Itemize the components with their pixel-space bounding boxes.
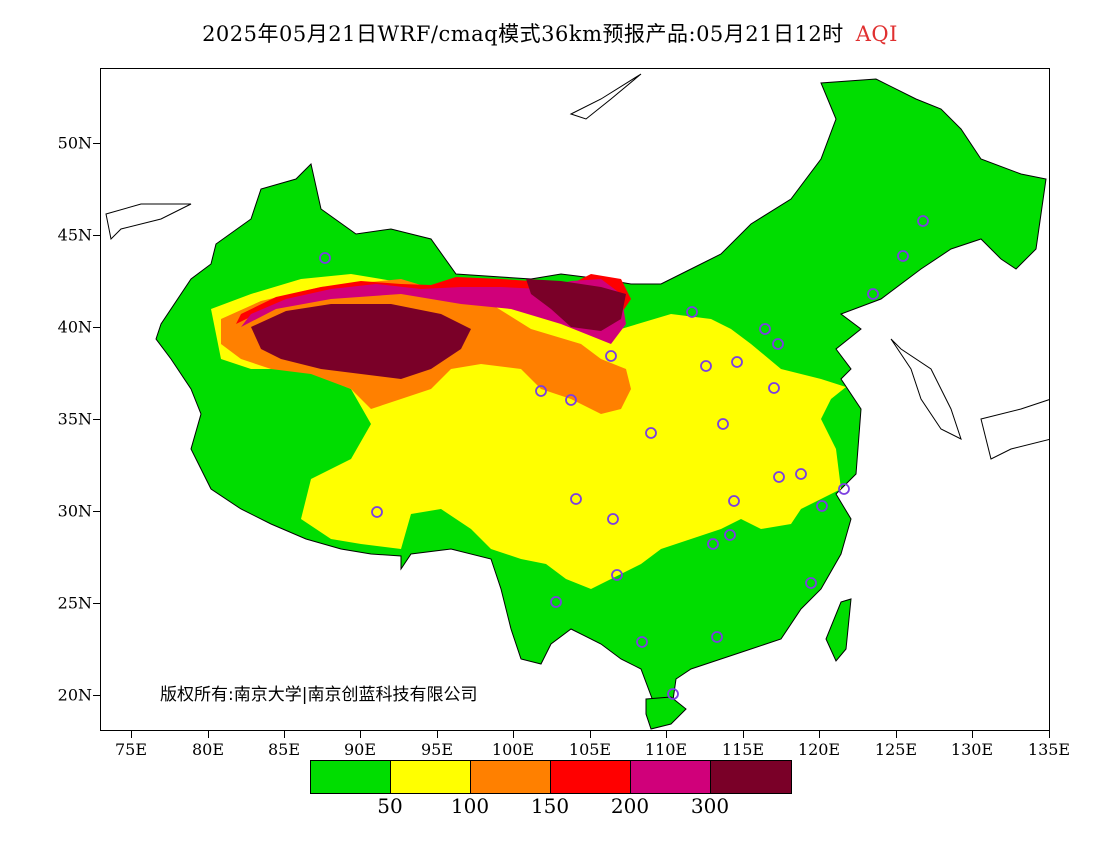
lon-tick (131, 731, 132, 738)
title-text: 2025年05月21日WRF/cmaq模式36km预报产品:05月21日12时 (202, 22, 844, 46)
legend-label: 200 (610, 794, 650, 818)
station-marker (816, 500, 828, 512)
lon-label: 135E (1027, 740, 1071, 759)
station-marker (795, 468, 807, 480)
station-marker (570, 493, 582, 505)
legend-swatch (551, 761, 631, 793)
legend-label: 100 (450, 794, 490, 818)
station-marker (768, 382, 780, 394)
station-marker (867, 288, 879, 300)
lon-tick (590, 731, 591, 738)
lon-tick (208, 731, 209, 738)
lat-label: 30N (57, 501, 92, 521)
station-marker (772, 338, 784, 350)
aqi-zone-hazardous (251, 304, 471, 379)
station-markers (319, 215, 929, 700)
station-marker (759, 323, 771, 335)
lat-label: 35N (57, 409, 92, 429)
lon-tick (819, 731, 820, 738)
lat-tick (93, 511, 100, 512)
lat-label: 20N (57, 685, 92, 705)
legend-label: 300 (690, 794, 730, 818)
lon-label: 120E (797, 740, 841, 759)
legend-swatch (631, 761, 711, 793)
lon-tick (666, 731, 667, 738)
station-marker (711, 631, 723, 643)
lat-tick (93, 419, 100, 420)
legend-swatch (391, 761, 471, 793)
station-marker (565, 394, 577, 406)
hainan (645, 696, 687, 730)
lat-tick (93, 235, 100, 236)
station-marker (319, 252, 331, 264)
station-marker (686, 306, 698, 318)
station-marker (707, 538, 719, 550)
station-marker (731, 356, 743, 368)
legend-label: 50 (377, 794, 403, 818)
lon-tick (513, 731, 514, 738)
aqi-zone-hazardous-east (526, 279, 626, 331)
lon-tick (743, 731, 744, 738)
lon-tick (896, 731, 897, 738)
lat-tick (93, 603, 100, 604)
station-marker (897, 250, 909, 262)
lon-label: 85E (267, 740, 301, 759)
lon-tick (437, 731, 438, 738)
lon-label: 115E (721, 740, 765, 759)
lon-tick (972, 731, 973, 738)
station-marker (805, 577, 817, 589)
lat-label: 45N (57, 225, 92, 245)
station-marker (917, 215, 929, 227)
station-marker (550, 596, 562, 608)
map-frame (100, 68, 1050, 731)
station-marker (724, 529, 736, 541)
station-marker (611, 569, 623, 581)
station-marker (607, 513, 619, 525)
legend-swatch (711, 761, 791, 793)
copyright-text: 版权所有:南京大学|南京创蓝科技有限公司 (160, 685, 478, 705)
lon-label: 125E (874, 740, 918, 759)
station-marker (717, 418, 729, 430)
lat-label: 25N (57, 593, 92, 613)
station-marker (700, 360, 712, 372)
lat-tick (93, 143, 100, 144)
station-marker (605, 350, 617, 362)
lon-tick (360, 731, 361, 738)
aqi-map (105, 73, 1049, 730)
aqi-legend (310, 760, 792, 794)
lat-label: 50N (57, 133, 92, 153)
lon-label: 130E (950, 740, 994, 759)
taiwan (825, 598, 852, 662)
station-marker (838, 483, 850, 495)
japan-outline (980, 399, 1049, 460)
station-marker (636, 636, 648, 648)
lon-label: 90E (343, 740, 377, 759)
station-marker (773, 471, 785, 483)
lon-tick (284, 731, 285, 738)
station-marker (371, 506, 383, 518)
legend-swatch (471, 761, 551, 793)
map-title: 2025年05月21日WRF/cmaq模式36km预报产品:05月21日12时 A… (0, 18, 1100, 48)
lon-tick (1049, 731, 1050, 738)
lat-tick (93, 695, 100, 696)
lon-label: 75E (114, 740, 148, 759)
lat-label: 40N (57, 317, 92, 337)
aqi-zone-very-unhealthy (241, 279, 626, 344)
lon-label: 80E (191, 740, 225, 759)
lon-label: 110E (644, 740, 688, 759)
lon-label: 95E (420, 740, 454, 759)
legend-swatch (311, 761, 391, 793)
legend-label: 150 (530, 794, 570, 818)
station-marker (645, 427, 657, 439)
korea-outline (890, 338, 962, 440)
lat-tick (93, 327, 100, 328)
baikal-outline (569, 73, 642, 120)
station-marker (667, 688, 679, 700)
lon-label: 105E (568, 740, 612, 759)
caspian-outline (105, 203, 192, 241)
title-variable: AQI (855, 22, 898, 46)
station-marker (728, 495, 740, 507)
station-marker (535, 385, 547, 397)
lon-label: 100E (491, 740, 535, 759)
